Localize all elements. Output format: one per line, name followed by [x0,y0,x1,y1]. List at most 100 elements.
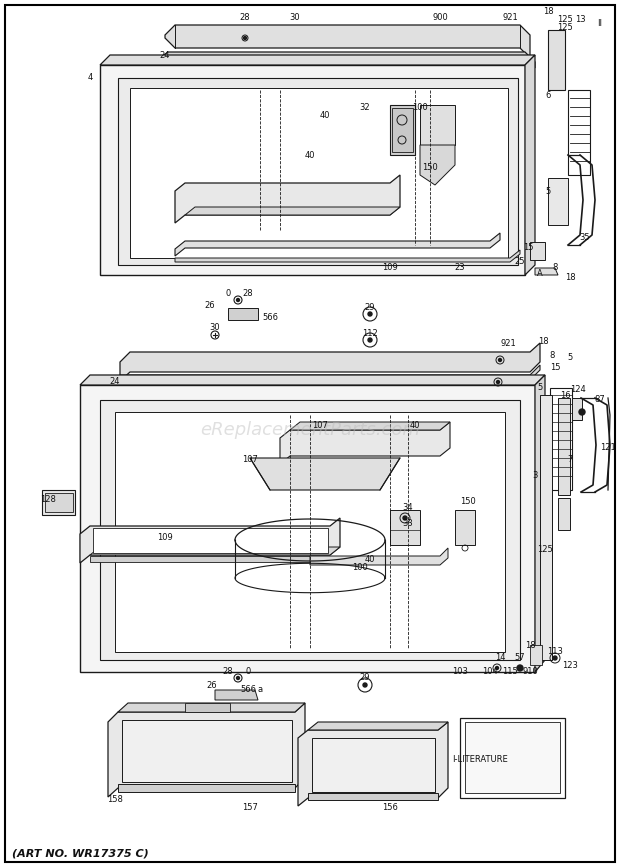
Polygon shape [100,400,520,660]
Text: 0: 0 [226,288,231,298]
Text: 125: 125 [557,16,573,24]
Polygon shape [460,718,565,798]
Text: 14: 14 [495,654,505,662]
Polygon shape [535,268,558,275]
Circle shape [517,665,523,671]
Circle shape [368,312,372,316]
Text: 5: 5 [567,353,573,363]
Text: 566: 566 [240,686,256,695]
Text: 32: 32 [360,102,370,112]
Text: 150: 150 [460,497,476,507]
Text: 921: 921 [502,14,518,23]
Polygon shape [175,233,500,256]
Polygon shape [312,738,435,792]
Text: 24: 24 [160,50,171,60]
Polygon shape [290,422,450,430]
Polygon shape [115,412,505,652]
Polygon shape [118,78,518,265]
Text: 100: 100 [352,564,368,572]
Polygon shape [308,722,448,730]
Polygon shape [390,105,415,155]
Text: I-LITERATURE: I-LITERATURE [452,755,508,765]
Circle shape [403,516,407,520]
Text: a: a [257,686,262,695]
Circle shape [498,359,502,361]
Circle shape [495,667,498,669]
Text: 107: 107 [242,456,258,464]
Text: 910: 910 [522,668,538,676]
Polygon shape [392,108,413,152]
Polygon shape [390,510,420,545]
Polygon shape [45,493,73,512]
Text: 33: 33 [402,519,414,527]
Polygon shape [90,556,330,562]
Polygon shape [540,400,552,660]
Polygon shape [100,55,535,65]
Polygon shape [228,308,258,320]
Polygon shape [130,88,508,258]
Text: 40: 40 [320,111,330,120]
Polygon shape [118,784,295,792]
Polygon shape [310,548,448,565]
Text: 15: 15 [523,243,533,253]
Text: 18: 18 [538,338,548,346]
Polygon shape [572,398,582,420]
Polygon shape [455,510,475,545]
Text: 30: 30 [210,324,220,333]
Polygon shape [308,793,438,800]
Text: 7: 7 [567,456,573,464]
Polygon shape [80,375,545,385]
Polygon shape [100,65,525,275]
Polygon shape [298,722,448,806]
Text: 921: 921 [500,339,516,348]
Circle shape [553,656,557,660]
Text: 23: 23 [454,263,466,273]
Circle shape [363,683,367,687]
Polygon shape [175,175,400,223]
Text: 25: 25 [515,257,525,267]
Text: 0: 0 [246,668,250,676]
Polygon shape [158,52,535,68]
Text: 3: 3 [533,470,538,480]
Text: 29: 29 [360,674,370,682]
Text: 26: 26 [205,301,215,311]
Text: 156: 156 [382,804,398,812]
Text: 40: 40 [410,421,420,430]
Text: 18: 18 [525,641,535,650]
Polygon shape [93,528,328,553]
Polygon shape [540,395,552,660]
Text: 150: 150 [422,164,438,172]
Text: 30: 30 [290,14,300,23]
Text: 112: 112 [362,329,378,339]
Circle shape [579,409,585,415]
Text: eReplacementParts.com: eReplacementParts.com [200,421,420,439]
Text: 125: 125 [537,546,553,554]
Text: 26: 26 [206,681,218,689]
Polygon shape [250,458,400,490]
Text: (ART NO. WR17375 C): (ART NO. WR17375 C) [12,849,149,859]
Text: 121: 121 [600,443,616,453]
Text: 128: 128 [40,495,56,505]
Circle shape [236,676,239,680]
Polygon shape [122,720,292,782]
Polygon shape [90,547,340,555]
Text: II: II [598,20,603,29]
Polygon shape [280,422,450,464]
Polygon shape [120,365,540,380]
Text: 5: 5 [546,188,551,197]
Text: 124: 124 [570,385,586,395]
Text: 103: 103 [452,668,468,676]
Text: 87: 87 [595,396,605,404]
Polygon shape [525,55,535,275]
Text: 28: 28 [240,14,250,23]
Text: 29: 29 [365,302,375,312]
Polygon shape [80,385,535,672]
Polygon shape [530,242,545,260]
Text: 16: 16 [560,391,570,399]
Text: 158: 158 [107,796,123,805]
Polygon shape [535,375,545,672]
Polygon shape [108,703,305,797]
Text: 566: 566 [262,313,278,321]
Polygon shape [120,343,540,381]
Text: 4: 4 [87,74,92,82]
